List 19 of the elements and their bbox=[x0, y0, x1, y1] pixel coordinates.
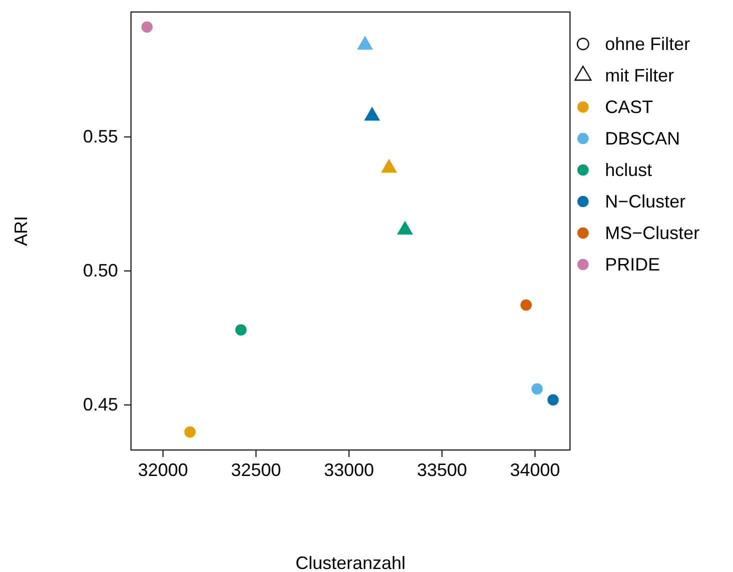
x-tick-label: 33500 bbox=[416, 460, 468, 480]
legend-label: N−Cluster bbox=[605, 192, 686, 212]
y-tick-label: 0.45 bbox=[82, 394, 118, 415]
x-tick-label: 32500 bbox=[230, 460, 282, 480]
y-tick-label: 0.50 bbox=[82, 260, 118, 281]
x-tick-label: 32000 bbox=[138, 460, 188, 480]
legend-label: CAST bbox=[605, 97, 654, 117]
legend-label: MS−Cluster bbox=[605, 223, 700, 243]
legend-label: mit Filter bbox=[605, 66, 674, 86]
x-tick-label: 34000 bbox=[510, 460, 560, 480]
legend-label: hclust bbox=[605, 160, 652, 180]
y-axis-title: ARI bbox=[11, 216, 31, 246]
legend-label: DBSCAN bbox=[605, 128, 680, 148]
x-tick-label: 33000 bbox=[324, 460, 374, 480]
legend-label: ohne Filter bbox=[605, 34, 690, 54]
y-tick-label: 0.55 bbox=[82, 126, 118, 147]
point bbox=[520, 299, 532, 311]
legend-label: PRIDE bbox=[605, 254, 660, 274]
x-axis-title: Clusteranzahl bbox=[295, 553, 406, 572]
